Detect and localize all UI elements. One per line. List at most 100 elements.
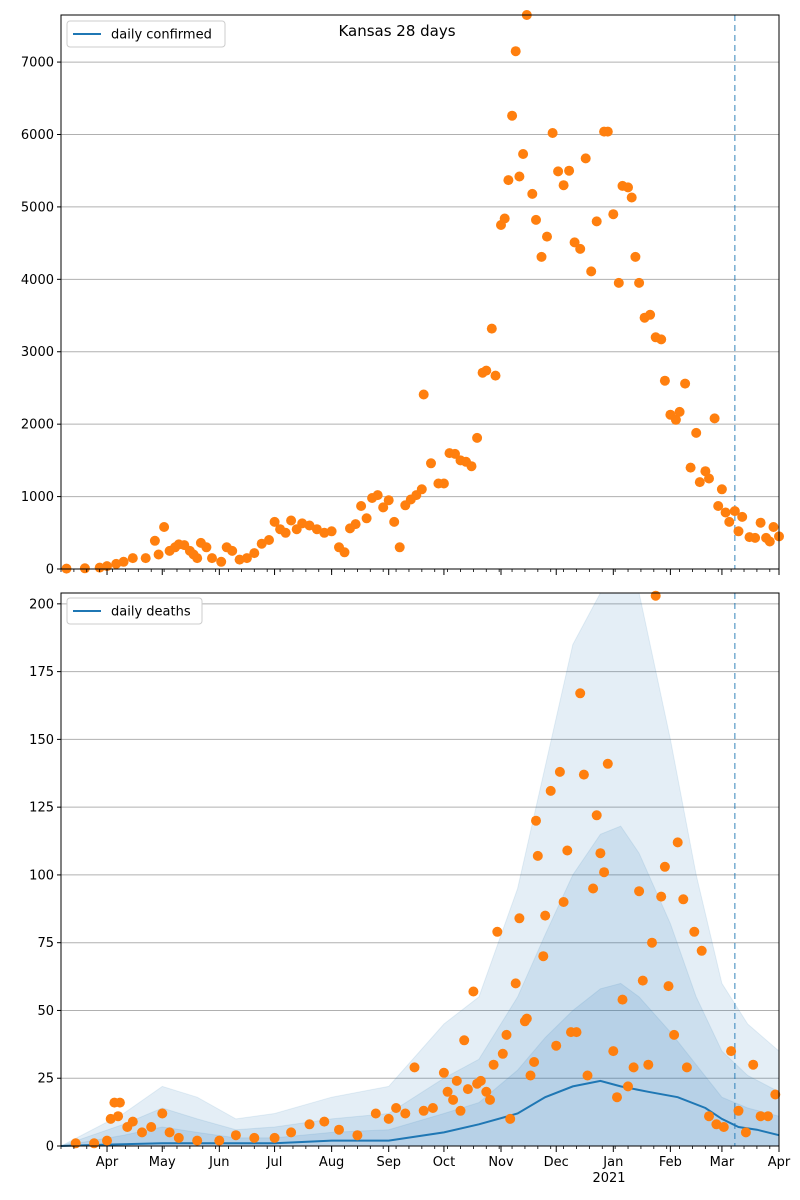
confirmed-data-point (724, 516, 735, 527)
deaths-data-point (628, 1062, 639, 1073)
deaths-data-point (173, 1132, 184, 1143)
confirmed-data-point (249, 548, 260, 559)
deaths-y-tick-label: 0 (46, 1140, 54, 1155)
deaths-data-point (659, 861, 670, 872)
deaths-data-point (554, 766, 565, 777)
confirmed-data-point (630, 251, 641, 262)
deaths-x-tick-label: Nov (488, 1155, 514, 1170)
confirmed-data-point (79, 563, 90, 574)
deaths-data-point (650, 590, 661, 601)
confirmed-data-point (680, 378, 691, 389)
confirmed-data-point (127, 553, 138, 564)
confirmed-data-point (159, 522, 170, 532)
confirmed-data-point (192, 553, 203, 564)
confirmed-y-tick-label: 3000 (21, 345, 54, 360)
confirmed-data-point (569, 237, 580, 248)
deaths-data-point (113, 1111, 124, 1122)
deaths-x-tick-label: Sep (376, 1155, 401, 1170)
chart-title: Kansas 28 days (338, 22, 455, 40)
confirmed-y-tick-label: 6000 (21, 128, 54, 143)
deaths-data-point (617, 994, 628, 1005)
deaths-data-point (459, 1035, 470, 1046)
deaths-x-tick-label: Dec (544, 1155, 569, 1170)
deaths-data-point (114, 1097, 125, 1108)
deaths-data-point (164, 1127, 175, 1138)
confirmed-x-ticks (60, 569, 780, 575)
confirmed-data-point (527, 188, 538, 199)
confirmed-data-point (269, 516, 280, 527)
deaths-data-point (663, 981, 674, 992)
confirmed-data-point (507, 110, 518, 121)
confirmed-data-point (389, 516, 400, 527)
deaths-data-point (678, 894, 689, 905)
deaths-y-tick-label: 25 (37, 1072, 54, 1087)
confirmed-y-tick-label: 5000 (21, 200, 54, 215)
deaths-data-point (352, 1130, 363, 1141)
deaths-data-point (304, 1119, 315, 1130)
confirmed-plot-area (61, 15, 779, 569)
deaths-data-point (599, 867, 610, 878)
deaths-data-point (689, 926, 700, 937)
deaths-points (70, 590, 781, 1149)
deaths-data-point (448, 1094, 459, 1105)
deaths-data-point (623, 1081, 633, 1092)
deaths-y-tick-label: 125 (29, 801, 54, 816)
confirmed-data-point (542, 231, 552, 242)
confirmed-y-tick-label: 4000 (21, 273, 54, 288)
deaths-data-point (669, 1029, 680, 1040)
deaths-x-tick-label: Apr (96, 1155, 119, 1170)
deaths-data-point (418, 1105, 429, 1116)
deaths-data-point (89, 1138, 100, 1149)
confirmed-panel: 0 1000 2000 3000 4000 5000 6000 7000 daily conf… (21, 10, 784, 578)
deaths-data-point (334, 1124, 344, 1135)
deaths-data-point (558, 897, 569, 907)
deaths-y-tick-label: 75 (37, 936, 54, 951)
confirmed-data-point (685, 462, 696, 473)
confirmed-legend-label: daily confirmed (111, 28, 212, 43)
confirmed-data-point (438, 478, 449, 489)
deaths-data-point (157, 1108, 168, 1119)
deaths-data-point (475, 1075, 486, 1086)
deaths-y-tick-label: 100 (29, 868, 54, 883)
confirmed-data-point (499, 213, 510, 224)
deaths-data-point (608, 1046, 619, 1057)
confirmed-data-point (575, 243, 586, 254)
deaths-panel: 0 25 50 75 100 125 150 175 200 Apr May Jun Jul Aug Se… (29, 590, 791, 1186)
confirmed-data-point (564, 165, 575, 176)
confirmed-data-point (518, 149, 529, 159)
confirmed-y-tick-label: 0 (46, 563, 54, 578)
confirmed-data-point (634, 277, 645, 288)
confirmed-data-point (510, 46, 521, 57)
confirmed-data-point (691, 427, 702, 438)
deaths-legend-box (66, 597, 203, 625)
deaths-data-point (770, 1089, 781, 1100)
confirmed-data-point (311, 524, 322, 535)
confirmed-data-point (140, 553, 151, 564)
confirmed-data-point (356, 501, 367, 511)
confirmed-data-point (716, 484, 727, 495)
deaths-x-tick-label: May (149, 1155, 176, 1170)
deaths-data-point (492, 926, 503, 937)
deaths-data-point (672, 837, 683, 848)
confirmed-data-point (486, 323, 497, 334)
deaths-data-point (214, 1135, 225, 1146)
confirmed-data-point (613, 277, 624, 288)
deaths-data-point (192, 1135, 203, 1146)
deaths-data-point (726, 1046, 737, 1057)
deaths-data-point (468, 986, 479, 997)
confirmed-data-point (153, 549, 164, 560)
deaths-data-point (591, 810, 602, 821)
confirmed-y-tick-label: 2000 (21, 418, 54, 433)
confirmed-data-point (481, 365, 492, 376)
confirmed-data-point (207, 553, 217, 564)
confirmed-data-point (670, 414, 681, 425)
confirmed-data-point (350, 519, 361, 530)
deaths-data-point (718, 1122, 729, 1132)
deaths-data-point (505, 1113, 516, 1124)
confirmed-data-point (472, 432, 483, 443)
deaths-data-point (137, 1127, 147, 1138)
deaths-y-tick-label: 200 (29, 597, 54, 612)
confirmed-data-point (580, 153, 591, 164)
deaths-data-point (588, 883, 599, 894)
deaths-data-point (578, 769, 589, 780)
